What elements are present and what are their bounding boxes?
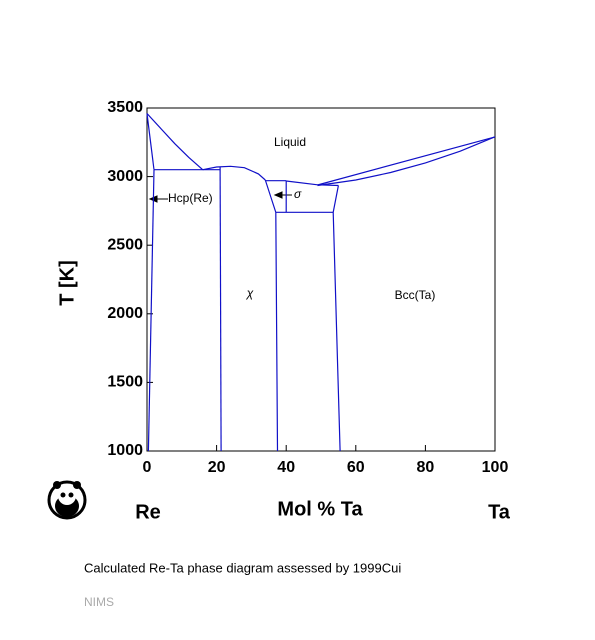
phase-boundary <box>317 136 496 186</box>
region-label: Liquid <box>274 135 306 149</box>
region-label: Bcc(Ta) <box>395 288 436 302</box>
right-element: Ta <box>488 501 511 523</box>
phase-boundary <box>146 113 155 170</box>
left-element: Re <box>135 501 161 523</box>
logo <box>47 480 87 520</box>
y-axis-label: T [K] <box>56 260 78 306</box>
region-label: Hcp(Re) <box>168 191 213 205</box>
caption: Calculated Re-Ta phase diagram assessed … <box>84 560 401 575</box>
y-tick-label: 2000 <box>107 305 143 322</box>
y-tick-label: 1500 <box>107 374 143 391</box>
phase-boundary <box>317 136 496 187</box>
x-tick-label: 0 <box>143 459 152 476</box>
plot-frame <box>146 107 496 452</box>
y-tick-label: 2500 <box>107 236 143 253</box>
phase-boundary <box>219 166 222 452</box>
x-tick-label: 100 <box>482 459 509 476</box>
y-tick-label: 3500 <box>107 99 143 116</box>
x-tick-label: 60 <box>347 459 365 476</box>
y-tick-label: 1000 <box>107 442 143 459</box>
phase-boundary <box>202 165 266 181</box>
source: NIMS <box>84 595 114 609</box>
phase-boundary <box>147 169 155 452</box>
region-label: σ <box>294 187 302 201</box>
x-axis-label: Mol % Ta <box>277 498 363 520</box>
region-label: χ <box>246 286 254 300</box>
x-tick-label: 80 <box>417 459 435 476</box>
y-tick-label: 3000 <box>107 168 143 185</box>
phase-boundary <box>264 179 279 452</box>
x-tick-label: 20 <box>208 459 226 476</box>
arrows <box>148 191 292 203</box>
x-tick-label: 40 <box>277 459 295 476</box>
phase-boundary <box>146 113 204 171</box>
phase-boundary <box>332 185 341 452</box>
